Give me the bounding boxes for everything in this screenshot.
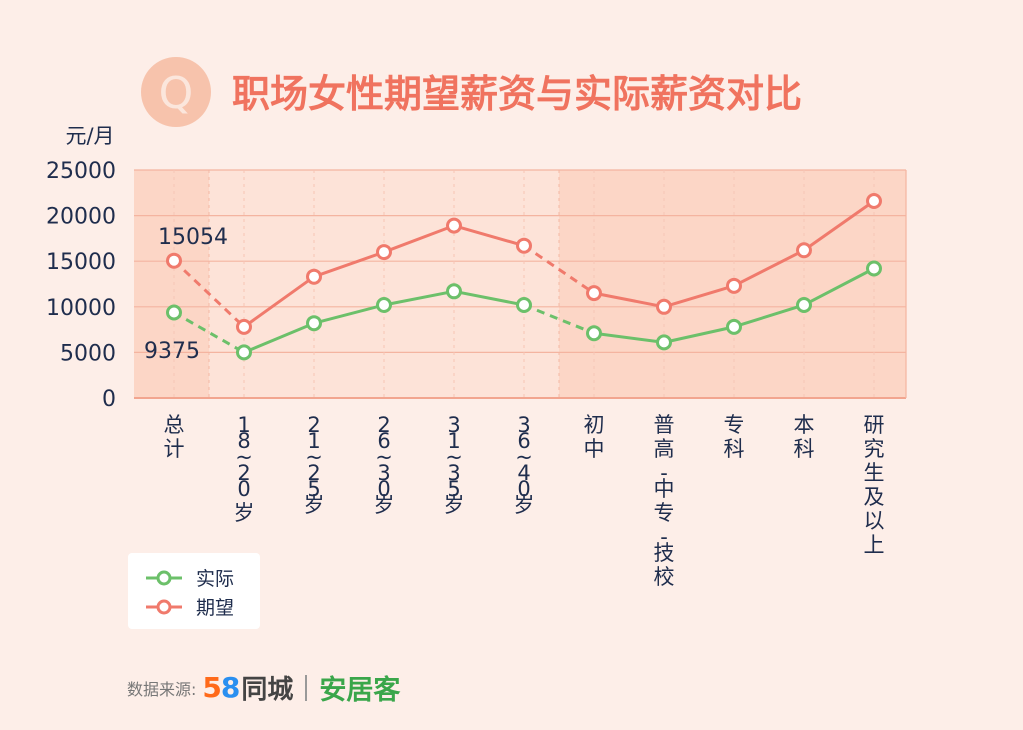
y-tick-label: 25000 bbox=[46, 159, 116, 184]
brand-58-digit5: 5 bbox=[202, 671, 222, 704]
legend-label-expected: 期望 bbox=[196, 597, 234, 619]
title-icon bbox=[141, 57, 211, 127]
brand-58-logo: 58 bbox=[202, 671, 241, 704]
data-point-expected bbox=[656, 298, 672, 315]
source-label: 数据来源: bbox=[127, 679, 197, 699]
plot-background bbox=[134, 170, 906, 398]
data-point-actual bbox=[586, 325, 602, 342]
x-tick-label: 普高-中专-技校 bbox=[654, 413, 675, 589]
x-tick-label: 总计 bbox=[164, 413, 185, 461]
data-point-actual bbox=[726, 318, 742, 335]
brand-58-text: 同城 bbox=[241, 675, 294, 705]
brand-58-digit8: 8 bbox=[220, 671, 241, 704]
title-icon-letter: Q bbox=[159, 68, 194, 119]
x-tick-label: 2 6 ~3 0 岁 bbox=[374, 413, 395, 517]
x-tick-label: 初中 bbox=[584, 413, 605, 461]
y-tick-label: 15000 bbox=[46, 250, 116, 275]
data-point-actual bbox=[656, 334, 672, 351]
x-tick-label: 1 8 ~2 0 岁 bbox=[234, 413, 255, 525]
category-guides bbox=[173, 170, 875, 398]
y-tick-label: 20000 bbox=[46, 205, 116, 230]
data-point-expected bbox=[796, 242, 812, 259]
data-point-actual bbox=[376, 296, 392, 313]
data-point-actual bbox=[516, 296, 532, 313]
data-point-expected bbox=[306, 268, 322, 285]
series-connector-actual bbox=[523, 303, 595, 335]
data-point-expected bbox=[866, 193, 882, 210]
data-point-expected bbox=[236, 318, 252, 335]
x-tick-label: 3 1 ~3 5 岁 bbox=[444, 413, 465, 517]
brand-separator bbox=[305, 674, 308, 701]
legend-background bbox=[128, 553, 260, 629]
annotation-expected-total: 15054 bbox=[158, 225, 228, 250]
brand-anjuke: 安居客 bbox=[319, 675, 401, 706]
chart-title: 职场女性期望薪资与实际薪资对比 bbox=[232, 72, 802, 116]
data-point-expected bbox=[586, 285, 602, 302]
data-point-actual bbox=[866, 260, 882, 277]
x-tick-label: 研究生及以上 bbox=[864, 413, 885, 557]
data-point-actual bbox=[236, 344, 252, 361]
annotation-actual-total: 9375 bbox=[144, 339, 200, 364]
series-connector-expected bbox=[523, 244, 595, 295]
data-point-actual bbox=[166, 304, 182, 321]
data-point-expected bbox=[516, 237, 532, 254]
data-point-actual bbox=[306, 315, 322, 332]
data-point-expected bbox=[376, 244, 392, 261]
series-connector-expected bbox=[172, 259, 246, 328]
legend-marker-actual bbox=[156, 570, 172, 586]
y-axis-label: 元/月 bbox=[65, 124, 114, 148]
y-tick-label: 5000 bbox=[60, 341, 116, 366]
series-points bbox=[166, 193, 882, 361]
x-tick-label: 3 6 ~4 0 岁 bbox=[514, 413, 535, 517]
y-axis-ticks: 0 5000 10000 15000 20000 25000 bbox=[46, 159, 116, 412]
data-point-actual bbox=[796, 296, 812, 313]
y-tick-label: 10000 bbox=[46, 296, 116, 321]
x-tick-label: 2 1 ~2 5 岁 bbox=[304, 413, 325, 517]
data-point-actual bbox=[446, 283, 462, 300]
x-tick-label: 本科 bbox=[794, 413, 815, 461]
legend-label-actual: 实际 bbox=[196, 568, 234, 590]
legend-entries: 实际 期望 bbox=[128, 553, 260, 629]
data-point-expected bbox=[726, 277, 742, 294]
data-point-expected bbox=[166, 252, 182, 269]
x-axis-labels: 总计 1 8 ~2 0 岁 2 1 ~2 5 岁 2 6 ~3 0 岁 3 1 ~3 5 岁 3 6 ~4 0 岁 初中 普高-中专-… bbox=[164, 413, 885, 589]
legend-marker-expected bbox=[156, 599, 172, 615]
y-tick-label: 0 bbox=[102, 387, 116, 412]
x-tick-label: 专科 bbox=[724, 413, 745, 461]
data-source: 数据来源: 58 同城 安居客 bbox=[127, 668, 400, 707]
data-point-expected bbox=[446, 217, 462, 234]
